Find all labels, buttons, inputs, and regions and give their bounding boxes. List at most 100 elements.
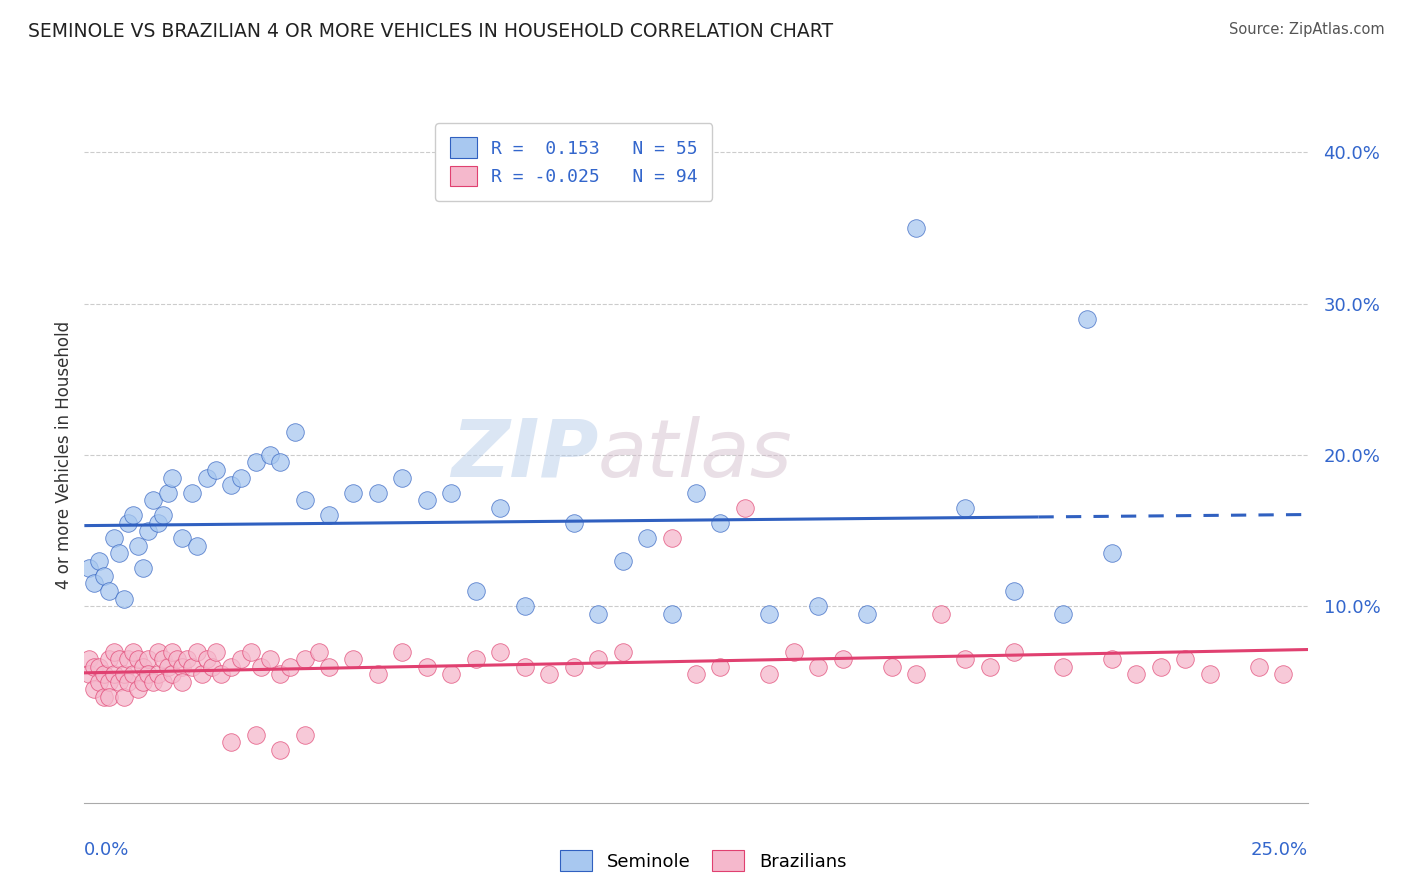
Point [489,644,512,658]
Point [205,463,228,477]
Point [1076,311,1098,326]
Point [758,667,780,681]
Point [156,485,179,500]
Point [152,652,174,666]
Point [905,667,928,681]
Point [122,667,145,681]
Point [176,652,198,666]
Point [391,644,413,658]
Point [318,659,340,673]
Point [308,644,330,658]
Point [1247,659,1270,673]
Point [1002,584,1025,599]
Point [136,652,159,666]
Point [117,516,139,530]
Point [1101,652,1123,666]
Point [416,493,439,508]
Point [127,539,149,553]
Point [464,584,486,599]
Point [239,644,262,658]
Point [259,652,281,666]
Point [294,493,316,508]
Point [953,652,976,666]
Point [269,455,291,469]
Point [440,485,463,500]
Point [661,531,683,545]
Point [103,644,125,658]
Point [831,652,853,666]
Point [586,652,609,666]
Point [166,652,188,666]
Point [97,652,120,666]
Point [562,516,585,530]
Point [513,599,536,614]
Y-axis label: 4 or more Vehicles in Household: 4 or more Vehicles in Household [55,321,73,589]
Point [87,674,110,689]
Point [97,690,120,704]
Text: ZIP: ZIP [451,416,598,494]
Point [191,667,214,681]
Point [538,667,561,681]
Point [107,674,129,689]
Point [586,607,609,621]
Point [979,659,1001,673]
Text: atlas: atlas [598,416,793,494]
Point [152,508,174,523]
Point [284,425,307,440]
Point [342,485,364,500]
Point [93,569,115,583]
Point [318,508,340,523]
Point [758,607,780,621]
Point [562,659,585,673]
Point [259,448,281,462]
Point [112,667,135,681]
Point [1052,659,1074,673]
Point [172,659,194,673]
Point [205,644,228,658]
Point [136,524,159,538]
Point [245,455,267,469]
Point [195,470,218,484]
Point [294,728,316,742]
Point [440,667,463,681]
Point [709,659,731,673]
Point [156,659,179,673]
Point [734,500,756,515]
Point [77,652,100,666]
Point [93,667,115,681]
Text: SEMINOLE VS BRAZILIAN 4 OR MORE VEHICLES IN HOUSEHOLD CORRELATION CHART: SEMINOLE VS BRAZILIAN 4 OR MORE VEHICLES… [28,22,834,41]
Point [146,667,169,681]
Point [83,659,105,673]
Point [929,607,952,621]
Point [612,554,634,568]
Point [513,659,536,673]
Point [83,682,105,697]
Point [142,674,165,689]
Point [856,607,879,621]
Legend: Seminole, Brazilians: Seminole, Brazilians [553,843,853,879]
Point [807,659,830,673]
Point [93,690,115,704]
Point [97,674,120,689]
Point [1198,667,1220,681]
Point [807,599,830,614]
Point [685,667,707,681]
Point [132,674,155,689]
Point [172,674,194,689]
Text: 25.0%: 25.0% [1250,840,1308,859]
Point [367,485,389,500]
Point [661,607,683,621]
Point [905,221,928,235]
Point [77,561,100,575]
Point [117,652,139,666]
Point [97,584,120,599]
Point [953,500,976,515]
Point [219,735,242,749]
Point [278,659,301,673]
Point [195,652,218,666]
Point [181,659,204,673]
Point [709,516,731,530]
Point [112,690,135,704]
Point [1272,667,1295,681]
Point [142,493,165,508]
